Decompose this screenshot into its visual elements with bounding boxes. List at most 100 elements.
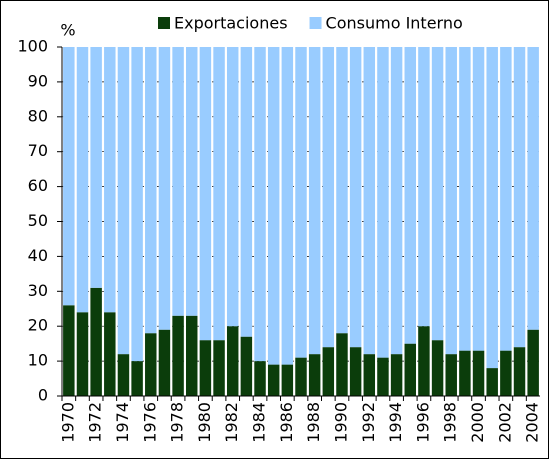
bar-segment [486, 47, 498, 369]
y-tick-label: 50 [28, 211, 48, 230]
x-tick-label: 1994 [386, 402, 405, 443]
bar-segment [336, 47, 348, 334]
bar-segment [390, 47, 403, 355]
legend-label: Consumo Interno [326, 14, 463, 33]
bar-segment [295, 357, 307, 396]
bar-segment [404, 343, 416, 396]
bar-segment [349, 47, 362, 348]
bar-segment [63, 305, 75, 396]
x-tick-label: 2002 [495, 402, 514, 443]
y-tick-label: 70 [28, 141, 48, 160]
bar-segment [459, 350, 471, 396]
bar-segment [472, 47, 485, 351]
bar-segment [226, 326, 239, 396]
legend-label: Exportaciones [174, 14, 288, 33]
bar-segment [213, 340, 225, 396]
bar-segment [527, 47, 539, 330]
bar-segment [445, 354, 457, 396]
bar-segment [281, 47, 294, 365]
x-tick-label: 1976 [140, 402, 159, 443]
bar-segment [281, 364, 294, 396]
bar-segment [404, 47, 416, 344]
bar-segment [336, 333, 348, 396]
bar-segment [117, 354, 130, 396]
bar-segment [90, 47, 102, 288]
bar-segment [90, 287, 102, 396]
bar-segment [513, 347, 526, 396]
y-axis-label: % [60, 21, 75, 40]
bar-segment [322, 347, 335, 396]
bar-segment [267, 47, 280, 365]
bar-segment [431, 340, 444, 396]
bar-segment [63, 47, 75, 306]
bar-segment [158, 47, 171, 330]
bar-segment [131, 47, 143, 362]
x-tick-label: 1970 [58, 402, 77, 443]
bar-segment [445, 47, 457, 355]
y-tick-label: 40 [28, 246, 48, 265]
bar-segment [418, 47, 430, 327]
bar-segment [213, 47, 225, 341]
bar-segment [117, 47, 130, 355]
x-tick-label: 2000 [468, 402, 487, 443]
x-tick-label: 1988 [304, 402, 323, 443]
y-tick-label: 10 [28, 351, 48, 370]
bar-segment [104, 312, 116, 396]
bar-segment [172, 47, 184, 316]
bar-segment [363, 354, 376, 396]
bar-segment [199, 47, 212, 341]
x-tick-label: 1992 [359, 402, 378, 443]
y-tick-label: 20 [28, 316, 48, 335]
bar-segment [377, 357, 389, 396]
y-tick-label: 0 [38, 386, 48, 405]
bar-segment [145, 333, 157, 396]
bar-segment [199, 340, 212, 396]
legend-swatch [309, 17, 322, 29]
bar-segment [186, 47, 198, 316]
bar-segment [172, 315, 184, 396]
y-tick-label: 90 [28, 71, 48, 90]
y-tick-label: 60 [28, 176, 48, 195]
bar-segment [390, 354, 403, 396]
bar-segment [486, 368, 498, 396]
bar-segment [472, 350, 485, 396]
legend-swatch [158, 17, 170, 29]
bar-segment [240, 336, 253, 396]
x-tick-label: 1996 [413, 402, 432, 443]
x-tick-label: 1990 [331, 402, 350, 443]
bar-segment [431, 47, 444, 341]
bar-segment [145, 47, 157, 334]
bar-segment [308, 47, 321, 355]
bar-segment [418, 326, 430, 396]
x-tick-label: 1980 [195, 402, 214, 443]
bar-segment [500, 350, 512, 396]
bar-segment [76, 312, 89, 396]
bar-segment [322, 47, 335, 348]
x-tick-label: 1974 [113, 402, 132, 443]
bar-segment [254, 47, 266, 362]
bar-segment [527, 329, 539, 396]
bar-segment [76, 47, 89, 313]
bar-segment [308, 354, 321, 396]
x-tick-label: 1986 [277, 402, 296, 443]
y-tick-label: 80 [28, 106, 48, 125]
bar-segment [267, 364, 280, 396]
bar-segment [240, 47, 253, 337]
bar-segment [254, 361, 266, 396]
bar-segment [186, 315, 198, 396]
x-tick-label: 1984 [250, 402, 269, 443]
bar-segment [158, 329, 171, 396]
bar-segment [459, 47, 471, 351]
bar-segment [295, 47, 307, 358]
x-tick-label: 2004 [523, 402, 542, 443]
bar-segment [131, 361, 143, 396]
bar-segment [513, 47, 526, 348]
x-tick-label: 1978 [168, 402, 187, 443]
bar-segment [226, 47, 239, 327]
x-tick-label: 1972 [86, 402, 105, 443]
bar-segment [363, 47, 376, 355]
x-tick-label: 1998 [441, 402, 460, 443]
bar-segment [377, 47, 389, 358]
x-tick-label: 1982 [222, 402, 241, 443]
